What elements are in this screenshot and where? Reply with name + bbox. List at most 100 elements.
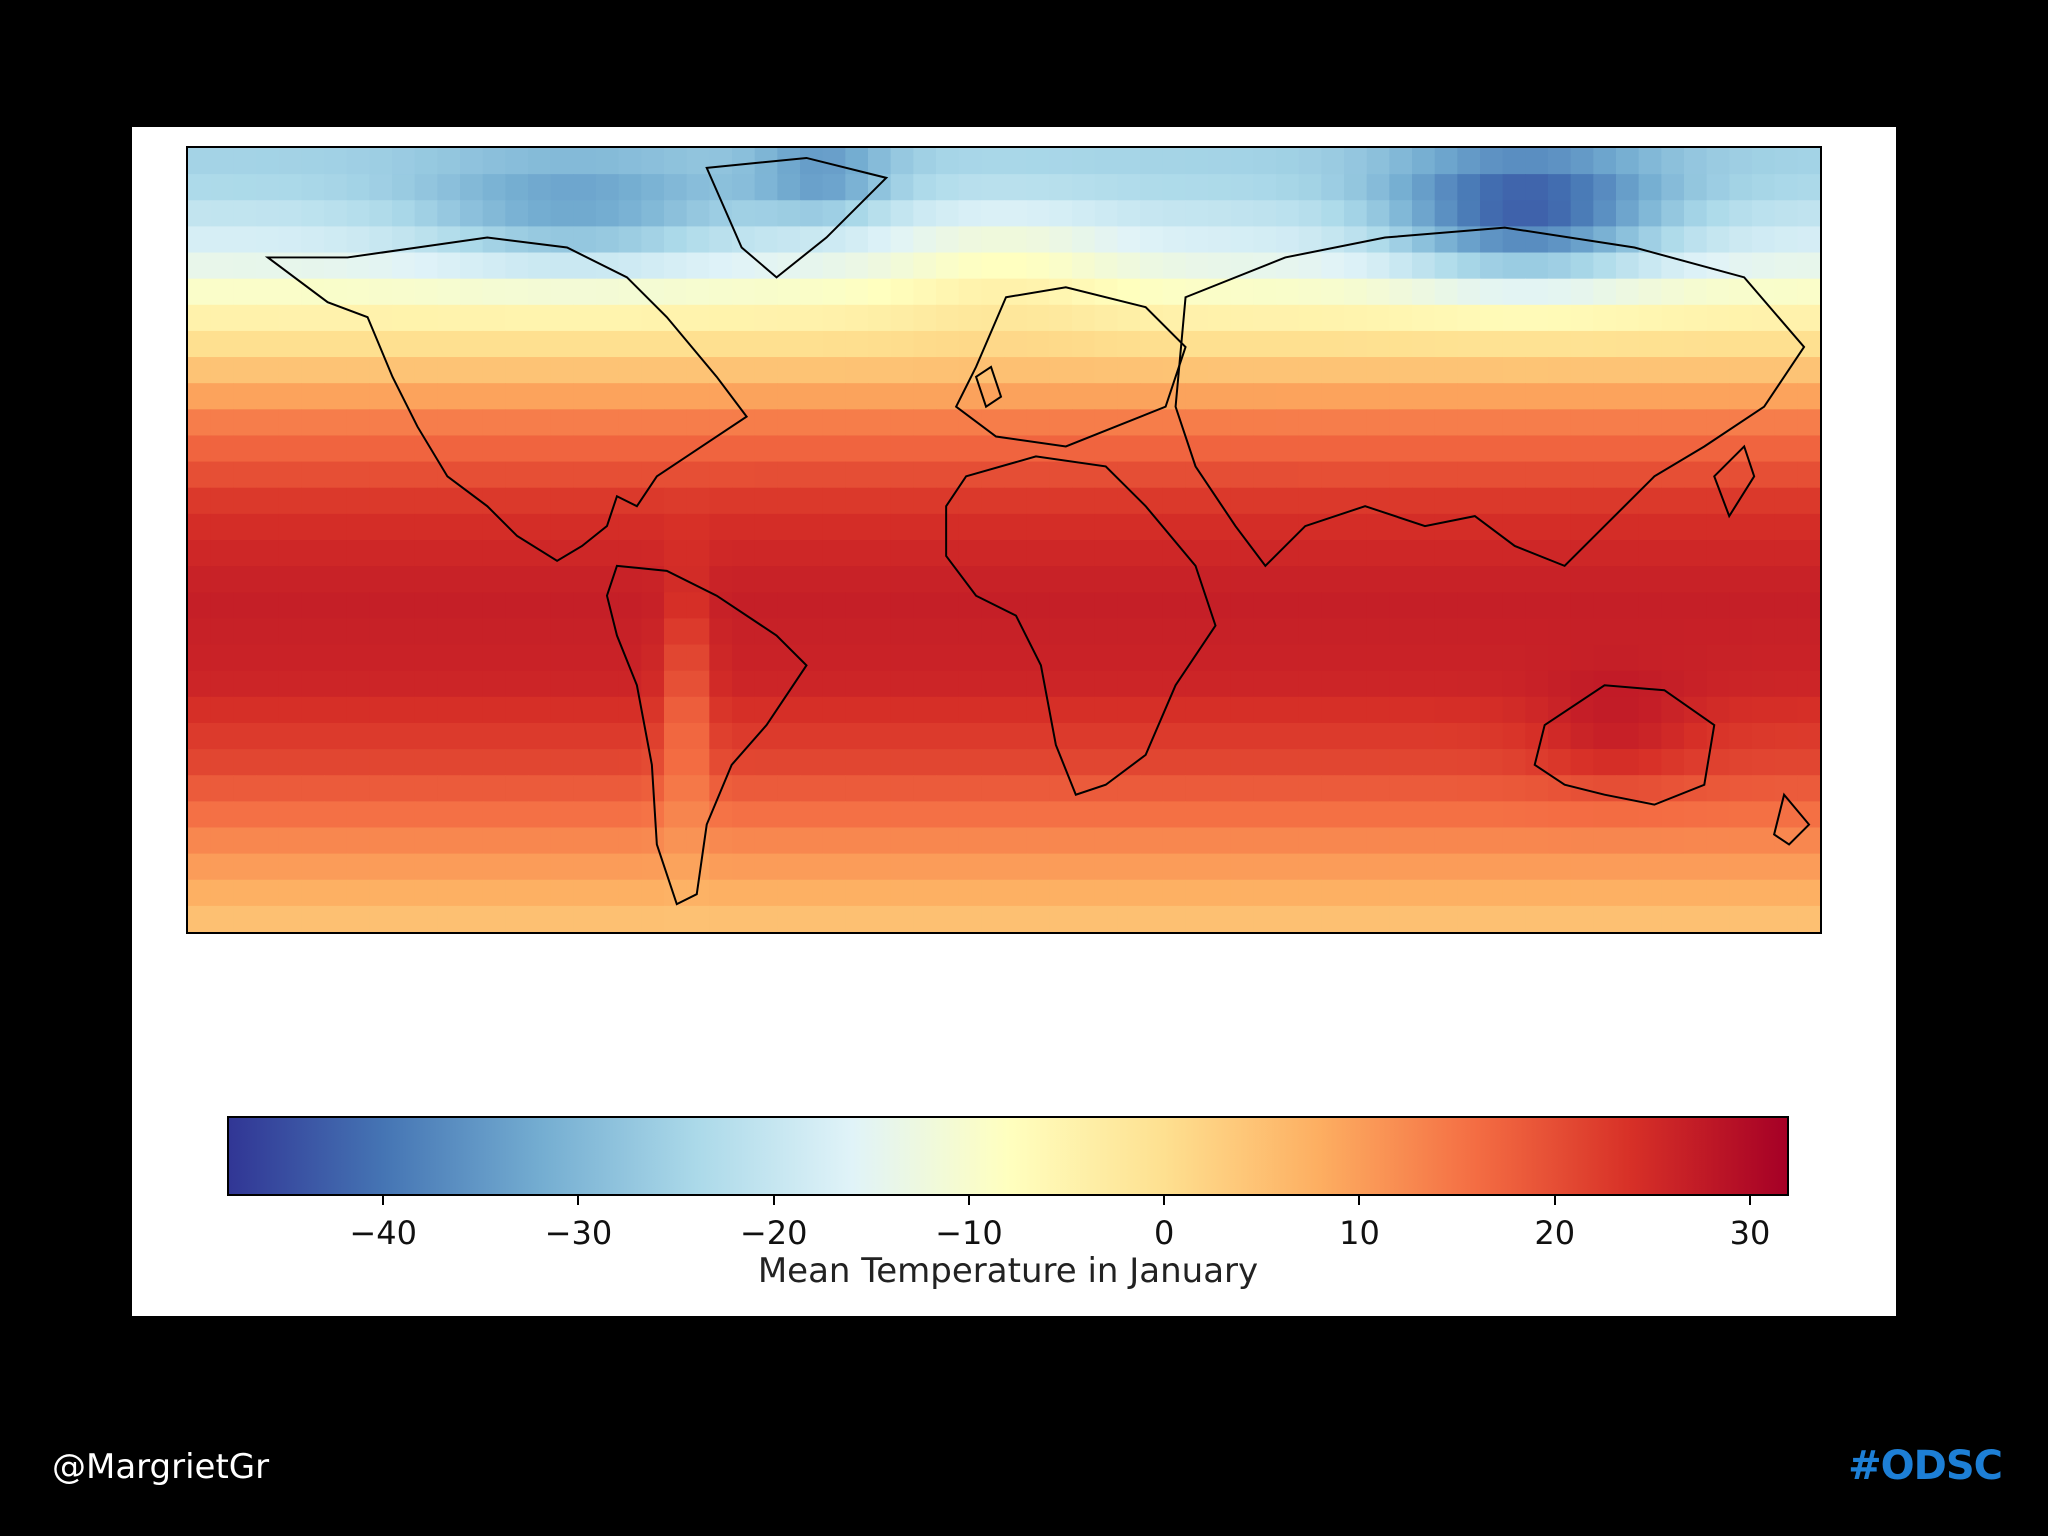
heatmap-cell: [1208, 722, 1232, 750]
heatmap-cell: [1230, 905, 1254, 932]
heatmap-cell: [913, 461, 937, 489]
heatmap-cell: [1366, 513, 1390, 541]
heatmap-cell: [1276, 383, 1300, 410]
heatmap-cell: [1412, 278, 1436, 306]
heatmap-cell: [1026, 801, 1050, 829]
heatmap-cell: [369, 148, 393, 175]
heatmap-cell: [392, 174, 416, 201]
heatmap-cell: [324, 252, 348, 280]
heatmap-cell: [1412, 775, 1436, 802]
heatmap-cell: [1140, 226, 1164, 254]
heatmap-cell: [1752, 304, 1776, 332]
heatmap-cell: [1593, 801, 1617, 829]
heatmap-cell: [641, 278, 665, 306]
heatmap-cell: [1185, 905, 1209, 932]
heatmap-cell: [1502, 513, 1526, 541]
heatmap-cell: [754, 278, 778, 306]
heatmap-cell: [346, 409, 370, 437]
heatmap-cell: [324, 592, 348, 619]
heatmap-cell: [936, 200, 960, 227]
heatmap-cell: [1434, 722, 1458, 750]
heatmap-cell: [1072, 330, 1096, 358]
heatmap-cell: [1457, 174, 1481, 201]
heatmap-cell: [958, 696, 982, 724]
heatmap-cell: [1162, 566, 1186, 593]
heatmap-cell: [1480, 827, 1504, 855]
heatmap-cell: [1230, 592, 1254, 619]
heatmap-cell: [233, 801, 257, 829]
heatmap-cell: [301, 775, 325, 802]
heatmap-cell: [890, 644, 914, 672]
heatmap-cell: [1480, 879, 1504, 907]
heatmap-cell: [1026, 461, 1050, 489]
heatmap-cell: [392, 801, 416, 829]
heatmap-cell: [1729, 879, 1753, 907]
heatmap-cell: [1140, 879, 1164, 907]
heatmap-cell: [392, 383, 416, 410]
heatmap-cell: [777, 174, 801, 201]
heatmap-cell: [1230, 174, 1254, 201]
heatmap-cell: [301, 304, 325, 332]
heatmap-cell: [1638, 540, 1662, 567]
heatmap-cell: [1094, 200, 1118, 227]
heatmap-cell: [1117, 540, 1141, 567]
heatmap-cell: [188, 461, 212, 489]
heatmap-cell: [1185, 461, 1209, 489]
heatmap-cell: [1094, 174, 1118, 201]
heatmap-cell: [1208, 409, 1232, 437]
coastline-uk: [974, 365, 1003, 409]
heatmap-cell: [641, 566, 665, 593]
heatmap-cell: [777, 618, 801, 646]
heatmap-cell: [1434, 749, 1458, 776]
heatmap-cell: [913, 879, 937, 907]
heatmap-cell: [278, 696, 302, 724]
heatmap-cell: [618, 513, 642, 541]
heatmap-cell: [414, 330, 438, 358]
heatmap-cell: [777, 357, 801, 384]
heatmap-cell: [1706, 357, 1730, 384]
heatmap-cell: [278, 644, 302, 672]
heatmap-cell: [1797, 592, 1820, 619]
heatmap-cell: [1706, 435, 1730, 463]
heatmap-cell: [686, 461, 710, 489]
heatmap-cell: [482, 226, 506, 254]
coastline-north-america: [264, 236, 749, 563]
heatmap-cell: [369, 461, 393, 489]
heatmap-cell: [890, 435, 914, 463]
heatmap-cell: [1434, 357, 1458, 384]
heatmap-cell: [550, 853, 574, 881]
heatmap-cell: [188, 252, 212, 280]
heatmap-cell: [278, 435, 302, 463]
heatmap-cell: [505, 879, 529, 907]
heatmap-cell: [777, 461, 801, 489]
heatmap-cell: [256, 905, 280, 932]
heatmap-cell: [1706, 801, 1730, 829]
heatmap-cell: [1616, 879, 1640, 907]
heatmap-cell: [1797, 618, 1820, 646]
heatmap-cell: [1457, 513, 1481, 541]
heatmap-cell: [1094, 722, 1118, 750]
heatmap-cell: [868, 252, 892, 280]
heatmap-cell: [890, 879, 914, 907]
heatmap-cell: [1684, 566, 1708, 593]
heatmap-cell: [392, 487, 416, 515]
heatmap-cell: [1729, 461, 1753, 489]
heatmap-cell: [1230, 827, 1254, 855]
heatmap-cell: [1004, 357, 1028, 384]
heatmap-cell: [392, 461, 416, 489]
heatmap-cell: [1548, 722, 1572, 750]
heatmap-cell: [1208, 905, 1232, 932]
heatmap-cell: [845, 592, 869, 619]
heatmap-cell: [664, 879, 688, 907]
heatmap-cell: [528, 670, 552, 698]
heatmap-cell: [1684, 304, 1708, 332]
heatmap-cell: [845, 566, 869, 593]
heatmap-cell: [505, 540, 529, 567]
heatmap-cell: [1616, 252, 1640, 280]
heatmap-cell: [1072, 592, 1096, 619]
heatmap-cell: [890, 749, 914, 776]
heatmap-cell: [845, 383, 869, 410]
heatmap-cell: [1457, 330, 1481, 358]
heatmap-cell: [641, 383, 665, 410]
heatmap-cell: [550, 775, 574, 802]
